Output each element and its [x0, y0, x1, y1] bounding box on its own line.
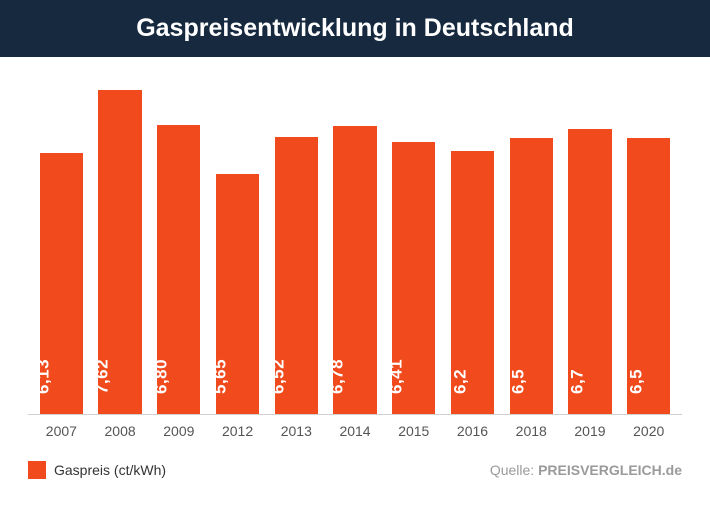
bar-value-label: 5,65 — [210, 359, 230, 394]
bar-slot: 6,52 — [270, 75, 323, 414]
bar-slot: 6,41 — [387, 75, 440, 414]
bar: 6,5 — [510, 138, 553, 414]
bar-slot: 6,80 — [152, 75, 205, 414]
x-axis-label: 2013 — [270, 423, 323, 439]
bar-slot: 6,5 — [622, 75, 675, 414]
bar: 6,5 — [627, 138, 670, 414]
x-axis-label: 2016 — [446, 423, 499, 439]
bar-value-label: 6,2 — [450, 369, 470, 394]
chart-footer: Gaspreis (ct/kWh) Quelle: PREISVERGLEICH… — [28, 461, 682, 479]
bar-slot: 7,62 — [94, 75, 147, 414]
bar-container: 6,13 7,62 6,80 5,65 6,52 6,78 6,41 6,2 6,5 6,7 6,5 — [28, 75, 682, 414]
source-citation: Quelle: PREISVERGLEICH.de — [490, 462, 682, 478]
bar: 6,52 — [275, 137, 318, 414]
x-axis-label: 2009 — [152, 423, 205, 439]
bar-value-label: 6,13 — [34, 359, 54, 394]
chart-header: Gaspreisentwicklung in Deutschland — [0, 0, 710, 57]
legend-label: Gaspreis (ct/kWh) — [54, 462, 166, 478]
x-axis-label: 2007 — [35, 423, 88, 439]
bar-value-label: 6,5 — [626, 369, 646, 394]
bar: 5,65 — [216, 174, 259, 414]
bar-slot: 5,65 — [211, 75, 264, 414]
bar-value-label: 6,7 — [567, 369, 587, 394]
x-axis-labels: 2007 2008 2009 2012 2013 2014 2015 2016 2018 2019… — [28, 423, 682, 439]
bar-slot: 6,5 — [505, 75, 558, 414]
x-axis-label: 2015 — [387, 423, 440, 439]
bar: 6,13 — [40, 153, 83, 414]
bar: 6,2 — [451, 151, 494, 415]
source-name: PREISVERGLEICH.de — [538, 462, 682, 478]
legend: Gaspreis (ct/kWh) — [28, 461, 166, 479]
chart-title: Gaspreisentwicklung in Deutschland — [0, 14, 710, 43]
chart-plot-area: 6,13 7,62 6,80 5,65 6,52 6,78 6,41 6,2 6,5 6,7 6,5 — [28, 75, 682, 415]
bar: 6,78 — [333, 126, 376, 414]
bar-slot: 6,78 — [329, 75, 382, 414]
x-axis-label: 2008 — [94, 423, 147, 439]
x-axis-label: 2018 — [505, 423, 558, 439]
bar-value-label: 7,62 — [93, 359, 113, 394]
bar: 6,7 — [568, 129, 611, 414]
x-axis-label: 2020 — [622, 423, 675, 439]
legend-swatch — [28, 461, 46, 479]
bar-value-label: 6,41 — [386, 359, 406, 394]
bar-value-label: 6,5 — [509, 369, 529, 394]
source-prefix: Quelle: — [490, 462, 538, 478]
bar-value-label: 6,52 — [269, 359, 289, 394]
x-axis-label: 2014 — [329, 423, 382, 439]
bar-slot: 6,2 — [446, 75, 499, 414]
bar: 6,80 — [157, 125, 200, 414]
bar-value-label: 6,80 — [151, 359, 171, 394]
bar-slot: 6,7 — [564, 75, 617, 414]
x-axis-label: 2012 — [211, 423, 264, 439]
bar: 7,62 — [98, 90, 141, 414]
bar: 6,41 — [392, 142, 435, 414]
x-axis-label: 2019 — [564, 423, 617, 439]
bar-value-label: 6,78 — [327, 359, 347, 394]
bar-slot: 6,13 — [35, 75, 88, 414]
